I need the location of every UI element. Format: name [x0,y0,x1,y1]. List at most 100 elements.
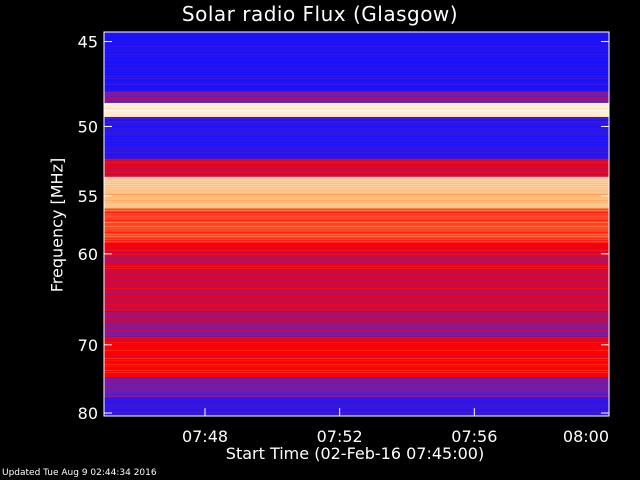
texture-line [104,74,609,75]
texture-line [104,362,609,363]
texture-line [104,384,609,385]
texture-line [104,386,609,387]
texture-line [104,152,609,153]
spectrogram-band-9 [104,336,609,378]
texture-line [104,294,609,295]
texture-line [104,318,609,319]
texture-line [104,354,609,355]
texture-line [104,138,609,139]
texture-line [104,288,609,289]
texture-line [104,202,609,203]
texture-line [104,226,609,227]
texture-line [104,86,609,87]
texture-line [104,332,609,333]
texture-line [104,342,609,343]
texture-line [104,36,609,37]
texture-line [104,146,609,147]
texture-line [104,54,609,55]
texture-line [104,378,609,379]
spectrogram-texture [104,32,609,415]
texture-line [104,358,609,359]
texture-line [104,96,609,97]
texture-line [104,344,609,345]
texture-line [104,92,609,93]
texture-line [104,40,609,41]
texture-line [104,324,609,325]
texture-line [104,204,609,205]
texture-line [104,104,609,105]
texture-line [104,376,609,377]
texture-line [104,132,609,133]
texture-line [104,242,609,243]
x-axis-ticks: 07:48 07:52 07:56 08:00 [182,408,610,446]
texture-line [104,174,609,175]
texture-line [104,276,609,277]
texture-line [104,240,609,241]
texture-line [104,286,609,287]
texture-line [104,100,609,101]
texture-line [104,46,609,47]
texture-line [104,314,609,315]
texture-line [104,284,609,285]
texture-line [104,182,609,183]
texture-line [104,256,609,257]
texture-line [104,334,609,335]
texture-line [104,402,609,403]
texture-line [104,326,609,327]
texture-line [104,118,609,119]
y-tick-label: 80 [78,404,98,423]
texture-line [104,382,609,383]
texture-line [104,224,609,225]
texture-line [104,44,609,45]
texture-line [104,198,609,199]
chart-title: Solar radio Flux (Glasgow) [181,2,459,26]
texture-line [104,144,609,145]
texture-line [104,108,609,109]
texture-line [104,230,609,231]
texture-line [104,90,609,91]
updated-timestamp: Updated Tue Aug 9 02:44:34 2016 [2,468,157,478]
texture-line [104,264,609,265]
texture-line [104,410,609,411]
texture-line [104,186,609,187]
x-axis-label: Start Time (02-Feb-16 07:45:00) [225,444,485,463]
texture-line [104,50,609,51]
texture-line [104,160,609,161]
texture-line [104,78,609,79]
x-tick-label: 07:56 [451,427,497,446]
texture-line [104,394,609,395]
texture-line [104,350,609,351]
plot-frame [103,31,610,417]
texture-line [104,262,609,263]
texture-line [104,304,609,305]
texture-line [104,216,609,217]
texture-line [104,220,609,221]
texture-line [104,70,609,71]
texture-line [104,346,609,347]
texture-line [104,176,609,177]
texture-line [104,126,609,127]
texture-line [104,64,609,65]
texture-line [104,110,609,111]
texture-line [104,102,609,103]
texture-line [104,404,609,405]
texture-line [104,62,609,63]
texture-line [104,76,609,77]
texture-line [104,158,609,159]
texture-line [104,366,609,367]
texture-line [104,68,609,69]
texture-line [104,106,609,107]
texture-line [104,168,609,169]
texture-line [104,236,609,237]
texture-line [104,258,609,259]
texture-line [104,406,609,407]
texture-line [104,290,609,291]
texture-line [104,380,609,381]
texture-line [104,274,609,275]
texture-line [104,388,609,389]
texture-line [104,298,609,299]
texture-line [104,148,609,149]
texture-line [104,60,609,61]
texture-line [104,234,609,235]
texture-line [104,374,609,375]
